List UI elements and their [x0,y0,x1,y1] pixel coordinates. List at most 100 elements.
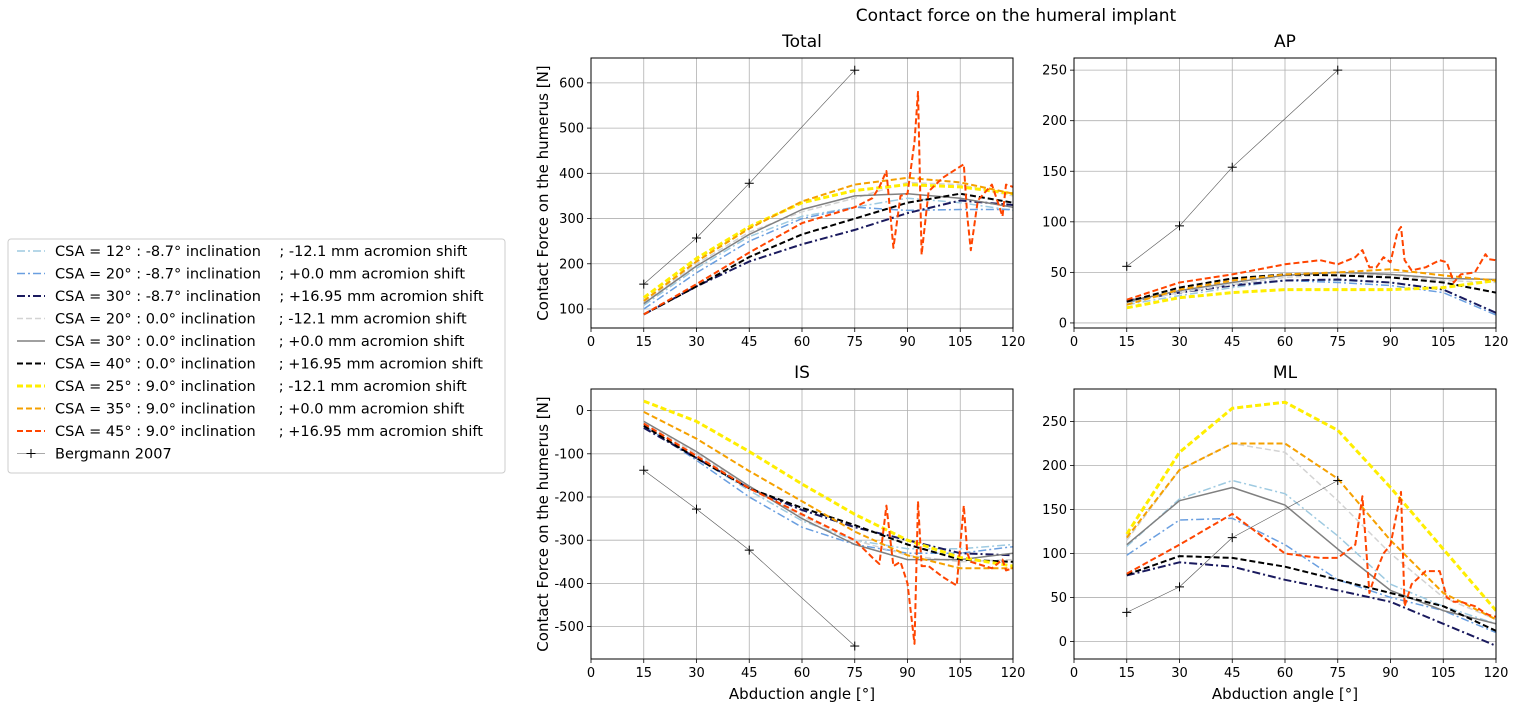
series-line-10 [643,69,856,285]
x-tick-label: 45 [1224,666,1241,681]
y-tick-label: 500 [559,122,584,137]
series-line-4 [1126,273,1496,304]
y-tick-label: -500 [554,620,584,635]
legend-entry: CSA = 20° : 0.0° inclination ; -12.1 mm … [17,312,467,328]
legend-label: CSA = 20° : 0.0° inclination ; -12.1 mm … [55,312,467,328]
series-line-2 [643,425,1013,554]
y-tick-label: 150 [1042,165,1067,180]
y-tick-label: 200 [559,257,584,272]
y-tick-label: 100 [1042,215,1067,230]
data-point-marker [1122,261,1132,271]
y-tick-label: 200 [1042,459,1067,474]
x-tick-label: 45 [741,666,758,681]
series-line-5 [1126,271,1496,303]
legend-label: CSA = 12° : -8.7° inclination ; -12.1 mm… [55,244,468,260]
y-tick-label: 50 [1050,266,1067,281]
y-tick-label: 100 [559,303,584,318]
legend-label: CSA = 20° : -8.7° inclination ; +0.0 mm … [55,267,465,283]
y-tick-label: -300 [554,534,584,549]
subplot-title-total: Total [781,32,822,52]
y-tick-label: -100 [554,447,584,462]
series-line-9 [1126,490,1496,618]
legend-entry: CSA = 40° : 0.0° inclination ; +16.95 mm… [17,357,483,373]
data-point-marker [744,178,754,188]
series-line-1 [643,197,1013,307]
y-tick-label: 250 [1042,64,1067,79]
x-tick-label: 120 [1484,335,1509,350]
x-tick-label: 0 [1070,335,1078,350]
data-point-marker [1227,162,1237,172]
axes-frame [1073,388,1497,660]
x-tick-label: 75 [846,666,863,681]
x-tick-label: 45 [1224,335,1241,350]
series-line-6 [1126,555,1496,632]
legend-entry: CSA = 25° : 9.0° inclination ; -12.1 mm … [17,379,467,395]
x-tick-label: 90 [1382,335,1399,350]
series-line-6 [643,424,1013,563]
legend-label: CSA = 40° : 0.0° inclination ; +16.95 mm… [55,357,483,373]
legend-label: CSA = 25° : 9.0° inclination ; -12.1 mm … [55,379,467,395]
legend-label: CSA = 30° : -8.7° inclination ; +16.95 m… [55,289,484,305]
x-tick-label: 120 [1484,666,1509,681]
series-line-8 [643,176,1013,302]
series-line-7 [642,183,1013,299]
series-line-8 [1126,268,1496,306]
x-tick-label: 90 [899,666,916,681]
subplot-title-is: IS [794,363,810,383]
y-tick-label: 0 [576,404,584,419]
y-tick-label: 250 [1042,415,1067,430]
series-line-7 [643,399,1013,568]
series-line-4 [643,420,1013,563]
y-tick-label: 0 [1059,635,1067,650]
data-point-marker [639,465,649,475]
legend-entry: CSA = 35° : 9.0° inclination ; +0.0 mm a… [17,402,465,418]
y-tick-label: 200 [1042,114,1067,129]
axes-frame [590,388,1014,660]
x-tick-label: 0 [1070,666,1078,681]
x-tick-label: 45 [741,335,758,350]
x-tick-label: 120 [1001,335,1026,350]
series-line-1 [643,425,1013,550]
series-line-8 [643,411,1013,570]
legend-entry: CSA = 30° : -8.7° inclination ; +16.95 m… [17,289,484,305]
series-line-7 [1125,400,1496,612]
series-line-10 [1126,480,1338,613]
x-tick-label: 0 [587,666,595,681]
figure-title: Contact force on the humeral implant [856,6,1177,26]
series-line-5 [643,420,1013,561]
x-tick-label: 0 [587,335,595,350]
series-line-5 [1126,486,1496,625]
subplot-ap: 0 15 30 45 60 75 90 105 120 0 50 100 150 200 250 AP [1042,32,1508,350]
data-point-marker [850,65,860,75]
data-point-marker [744,545,754,555]
series-line-10 [643,469,856,647]
legend-label: CSA = 35° : 9.0° inclination ; +0.0 mm a… [55,402,465,418]
series-line-1 [1126,479,1496,625]
y-tick-label: -200 [554,491,584,506]
legend-entry: CSA = 45° : 9.0° inclination ; +16.95 mm… [17,424,483,440]
x-axis-label: Abduction angle [°] [729,685,875,703]
data-point-marker [692,504,701,514]
series-line-3 [1126,561,1496,647]
series-line-2 [1126,517,1496,634]
x-tick-label: 75 [1329,666,1346,681]
series-line-9 [643,90,1013,316]
x-tick-label: 120 [1001,666,1026,681]
axes-frame [1073,57,1497,329]
data-point-marker [1175,221,1184,231]
legend-label: CSA = 45° : 9.0° inclination ; +16.95 mm… [55,424,483,440]
y-tick-label: 100 [1042,547,1067,562]
series-line-9 [643,422,1013,645]
data-point-marker [1333,65,1343,75]
x-tick-label: 60 [794,335,811,350]
legend-entry: CSA = 12° : -8.7° inclination ; -12.1 mm… [17,244,468,260]
x-tick-label: 60 [1277,335,1294,350]
series-line-4 [643,181,1013,303]
legend: CSA = 12° : -8.7° inclination ; -12.1 mm… [7,238,506,474]
legend-label: Bergmann 2007 [55,447,172,463]
legend-entry: CSA = 20° : -8.7° inclination ; +0.0 mm … [17,267,465,283]
data-point-marker [1333,475,1343,485]
series-line-2 [643,206,1013,310]
y-tick-label: 600 [559,76,584,91]
